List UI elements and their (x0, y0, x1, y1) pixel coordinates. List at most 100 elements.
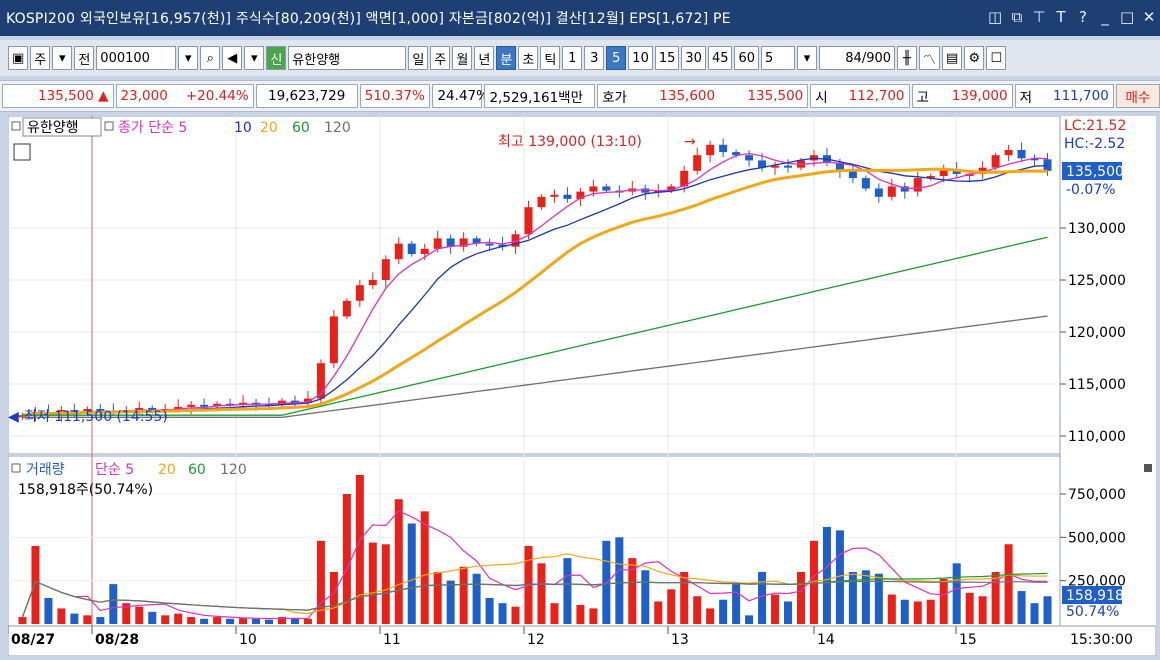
interval-10[interactable]: 10 (628, 46, 653, 70)
candle-body (200, 404, 209, 407)
candle-body (952, 169, 961, 174)
candle-body (394, 243, 403, 260)
volume-bar (446, 580, 455, 624)
candle-body (706, 144, 715, 156)
volume-bar (70, 613, 79, 624)
volume-close-icon (1144, 464, 1152, 472)
layout-icon[interactable]: ▣ (8, 46, 29, 70)
buy-button[interactable]: 매수 (1115, 84, 1160, 108)
close-icon[interactable]: ✕ (1142, 8, 1156, 26)
candle-body (550, 194, 559, 197)
interval-1[interactable]: 1 (562, 46, 583, 70)
x-axis-label: 11 (383, 632, 401, 648)
draw-tool-icon[interactable]: 〽 (919, 46, 941, 70)
search-icon[interactable]: ⌕ (200, 46, 221, 70)
market-dropdown-icon[interactable]: ▾ (52, 46, 73, 70)
candle-body (316, 363, 325, 399)
window-restore-icon[interactable]: ◫ (988, 8, 1003, 26)
candle-body (446, 238, 455, 247)
volume-bar (459, 566, 468, 624)
interval-15[interactable]: 15 (654, 46, 680, 70)
vol-ma60-legend: 60 (188, 462, 206, 478)
last-volume-label: 158,918 (1066, 588, 1124, 604)
ask-label: 호가 (602, 90, 627, 106)
candle-body (485, 243, 494, 246)
ma5-line (22, 152, 1048, 416)
minimize-icon[interactable]: _ (1101, 8, 1109, 26)
candle-body (537, 196, 546, 208)
candle-body (18, 415, 27, 418)
candle-type-icon[interactable]: ╫ (897, 46, 918, 70)
checkbox-icon[interactable]: ☐ (986, 46, 1007, 70)
volume-bar (628, 558, 637, 624)
volume-bar (887, 594, 896, 624)
volume-bar (122, 603, 131, 624)
interval-dropdown-icon[interactable]: ▾ (797, 46, 818, 70)
interval-5[interactable]: 5 (606, 46, 627, 70)
volume-bar (109, 584, 118, 624)
candle-body (342, 300, 351, 317)
volume-bar (316, 540, 325, 624)
bar-count-input[interactable]: 84/900 (819, 46, 896, 70)
volume-bar (1004, 544, 1013, 624)
volume-bar (771, 594, 780, 624)
font-icon[interactable]: T (1056, 8, 1066, 26)
period-tick[interactable]: 틱 (540, 46, 561, 70)
code-dropdown-icon[interactable]: ▾ (178, 46, 199, 70)
last-volume-box (1062, 586, 1122, 604)
period-day[interactable]: 일 (408, 46, 429, 70)
interval-30[interactable]: 30 (681, 46, 706, 70)
volume-bar (913, 601, 922, 624)
toolbar: ▣ 주 ▾ 전 000100 ▾ ⌕ ◀ ▾ 신 유한양행 일 주 월 년 분 … (0, 40, 1160, 76)
volume-bar (213, 617, 222, 624)
interval-45[interactable]: 45 (707, 46, 733, 70)
gear-icon[interactable]: ⚙ (964, 46, 985, 70)
pin-icon[interactable]: ⊤ (1032, 8, 1046, 26)
bid-value: 135,500 (747, 88, 804, 104)
period-second[interactable]: 초 (518, 46, 539, 70)
candle-body (719, 144, 728, 153)
x-axis-label: 15 (959, 632, 977, 648)
candle-body (835, 162, 844, 171)
candle-body (926, 176, 935, 179)
candle-body (680, 170, 689, 187)
market-select[interactable]: 주 (30, 46, 51, 70)
volume-bar (44, 598, 53, 624)
interval-3[interactable]: 3 (584, 46, 605, 70)
ask-value: 135,600 (659, 88, 716, 104)
volume-bar (745, 615, 754, 624)
period-minute[interactable]: 분 (496, 46, 517, 70)
jeon-button[interactable]: 전 (74, 46, 95, 70)
volume-bar (589, 608, 598, 624)
interval-count-input[interactable]: 5 (761, 46, 796, 70)
turnover: 24.47% (432, 84, 489, 108)
volume-bar (265, 619, 274, 624)
volume-bar (498, 603, 507, 624)
volume-ratio: 510.37% (359, 84, 431, 108)
period-year[interactable]: 년 (474, 46, 495, 70)
candle-body (407, 243, 416, 254)
window-tile-icon[interactable]: ⧉ (1011, 8, 1023, 26)
sound-icon[interactable]: ◀ (222, 46, 243, 70)
x-axis-frame (7, 625, 1157, 657)
volume-bar (381, 544, 390, 624)
interval-60[interactable]: 60 (734, 46, 760, 70)
candle-body (459, 238, 468, 247)
candle-body (758, 160, 767, 168)
maximize-icon[interactable]: □ (1120, 8, 1135, 26)
stock-code-input[interactable]: 000100 (96, 46, 177, 70)
period-month[interactable]: 월 (452, 46, 473, 70)
last-price-box (1062, 162, 1122, 180)
period-week[interactable]: 주 (430, 46, 451, 70)
chart-svg[interactable]: 130,000 125,000 120,000 115,000 110,000 08/27… (7, 115, 1157, 657)
stock-name-field[interactable]: 유한양행 (288, 46, 407, 70)
save-icon[interactable]: ▤ (942, 46, 963, 70)
help-icon[interactable]: ? (1079, 8, 1087, 26)
volume-bar (226, 618, 235, 624)
volume-bar (329, 572, 338, 624)
volume-bar (161, 615, 170, 624)
sound-dropdown-icon[interactable]: ▾ (244, 46, 265, 70)
volume-bar (394, 499, 403, 624)
candle-body (1030, 158, 1039, 161)
chart-area[interactable]: 130,000 125,000 120,000 115,000 110,000 08/27… (7, 115, 1157, 657)
